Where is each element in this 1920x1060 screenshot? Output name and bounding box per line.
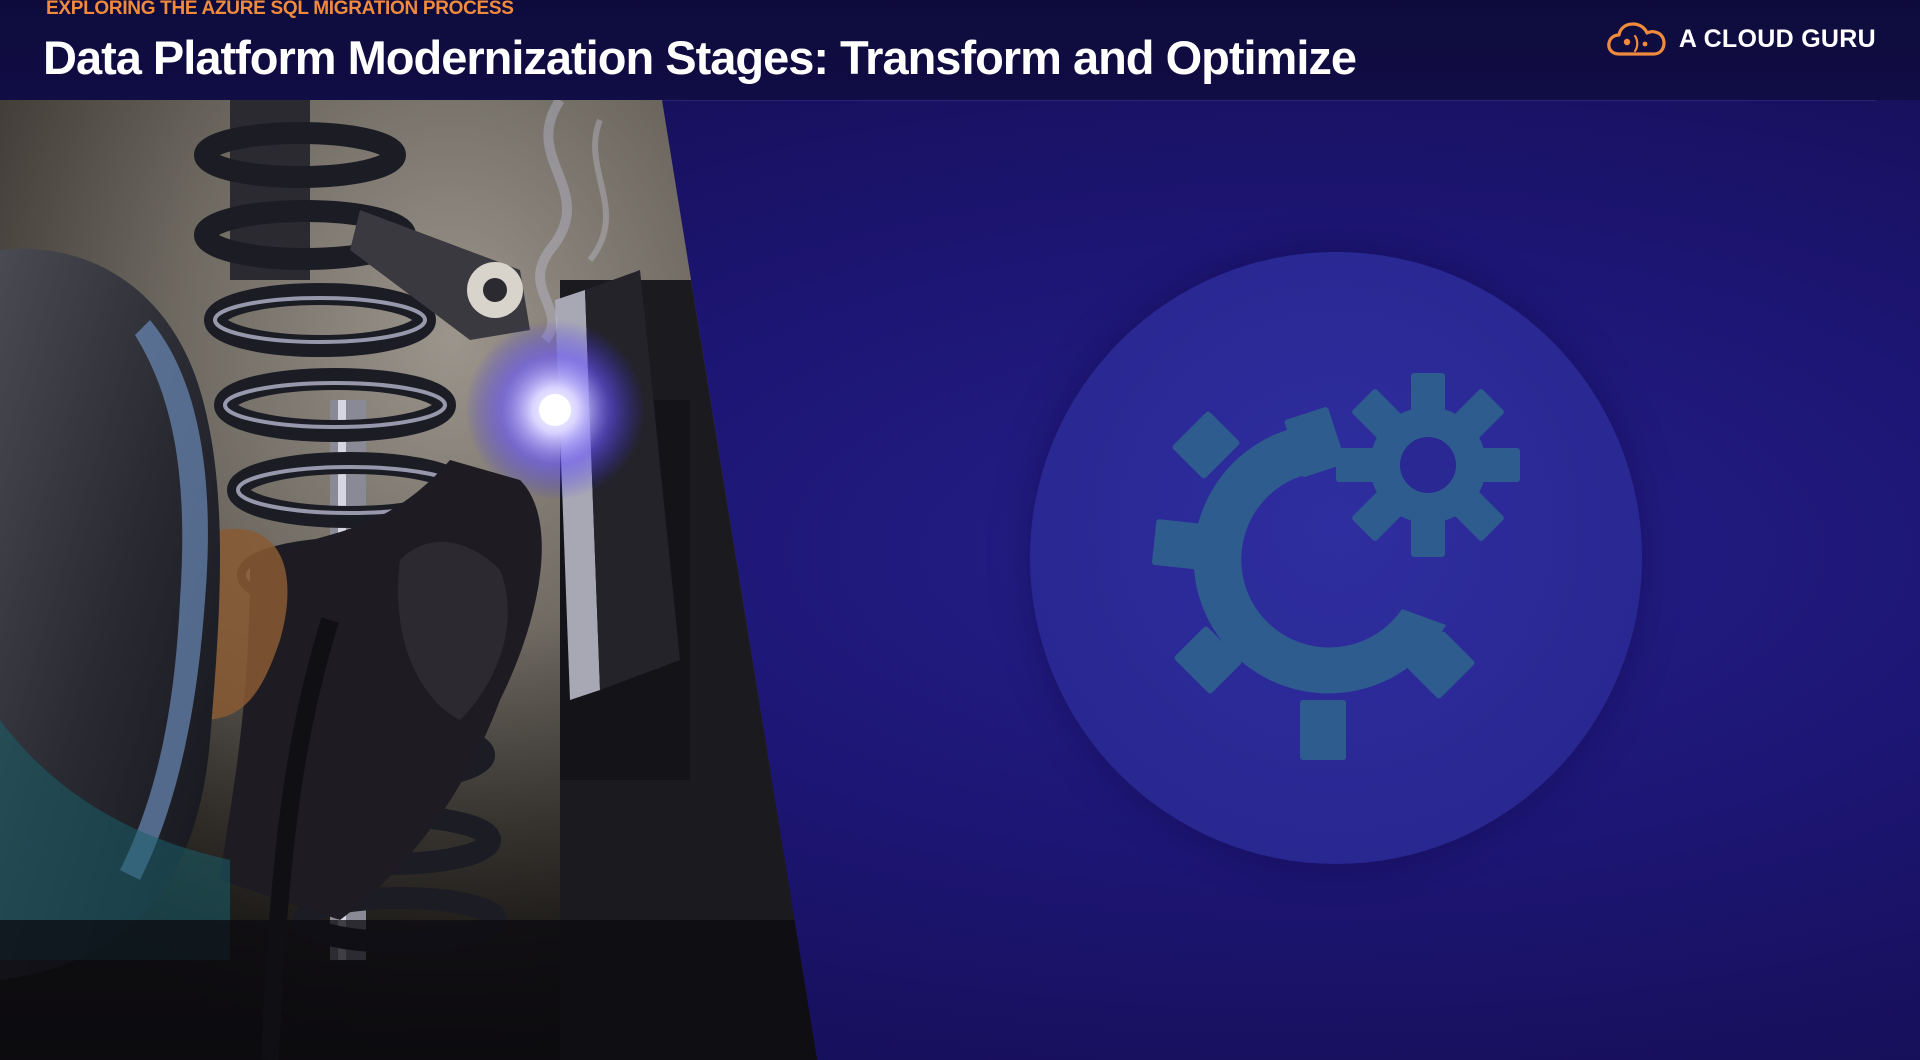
- cloud-logo-icon: [1607, 22, 1666, 56]
- welder-photo: [0, 100, 820, 1060]
- brand-name: A CLOUD GURU: [1678, 24, 1876, 53]
- section-eyebrow: EXPLORING THE AZURE SQL MIGRATION PROCES…: [46, 0, 514, 19]
- brand-logo: A CLOUD GURU: [1605, 20, 1876, 58]
- transform-optimize-circle: [1030, 252, 1642, 864]
- gears-icon: [1152, 373, 1520, 760]
- slide-header: EXPLORING THE AZURE SQL MIGRATION PROCES…: [0, 0, 1920, 100]
- header-divider: [660, 100, 1876, 101]
- slide-title: Data Platform Modernization Stages: Tran…: [43, 31, 1357, 84]
